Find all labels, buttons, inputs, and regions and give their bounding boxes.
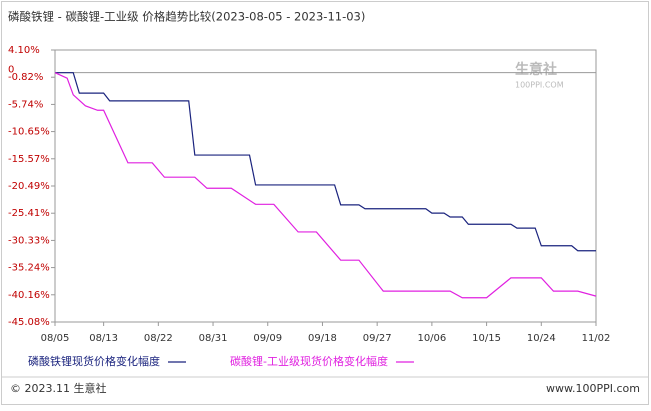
y-tick-label: -25.41%	[8, 208, 50, 219]
y-tick-label: -5.74%	[8, 99, 43, 110]
series-line	[55, 72, 596, 252]
x-tick-label: 10/24	[527, 333, 556, 344]
y-tick-label: -35.24%	[8, 263, 50, 274]
x-tick-label: 08/31	[199, 333, 228, 344]
series-line	[54, 72, 597, 299]
x-tick-label: 09/18	[308, 333, 337, 344]
legend-label: 磷酸铁锂现货价格变化幅度	[28, 354, 160, 368]
y-tick-label: -0.82%	[8, 72, 43, 83]
watermark-sub: 100PPI.COM	[515, 81, 564, 90]
legend-label: 碳酸锂-工业级现货价格变化幅度	[230, 354, 388, 368]
y-tick-label: -15.57%	[8, 154, 50, 165]
x-tick-label: 10/15	[472, 333, 501, 344]
x-tick-label: 09/09	[253, 333, 282, 344]
y-tick-label: -20.49%	[8, 181, 50, 192]
y-tick-label: -30.33%	[8, 235, 50, 246]
x-tick-label: 08/22	[144, 333, 173, 344]
y-tick-label: -45.08%	[8, 317, 50, 328]
x-tick-label: 09/27	[363, 333, 392, 344]
x-tick-label: 08/05	[41, 333, 70, 344]
x-tick-label: 10/06	[417, 333, 446, 344]
footer-left: © 2023.11 生意社	[10, 381, 106, 395]
y-tick-label: 0	[8, 65, 14, 76]
y-tick-label: -10.65%	[8, 127, 50, 138]
y-tick-label: -40.16%	[8, 290, 50, 301]
plot-area	[54, 49, 597, 323]
watermark: 生意社	[515, 61, 557, 78]
x-tick-label: 11/02	[582, 333, 611, 344]
y-tick-label: 4.10%	[8, 45, 40, 56]
footer-right: www.100PPI.com	[546, 382, 640, 395]
x-tick-label: 08/13	[89, 333, 118, 344]
chart-title: 磷酸铁锂 - 碳酸锂-工业级 价格趋势比较(2023-08-05 - 2023-…	[8, 10, 365, 24]
